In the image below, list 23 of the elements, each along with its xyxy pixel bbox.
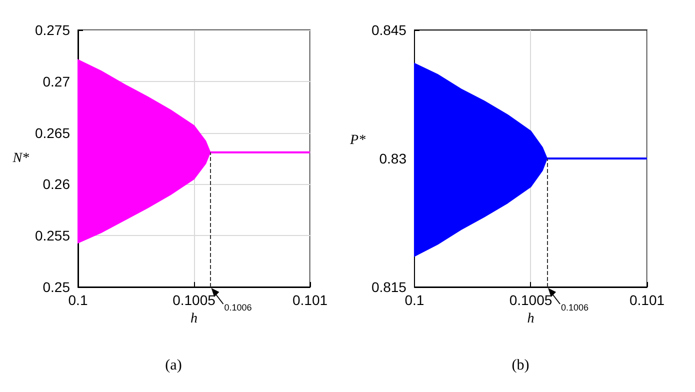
y-tick-label: 0.26 (42, 176, 70, 192)
x-tick-label: 0.1 (68, 292, 88, 308)
y-tick-label: 0.27 (42, 73, 70, 90)
y-tick-label: 0.845 (371, 22, 407, 38)
y-tick-label: 0.275 (34, 22, 70, 38)
y-axis-title: N* (12, 151, 30, 166)
x-tick-label: 0.1005 (172, 292, 216, 308)
x-tick-label: 0.101 (292, 292, 328, 308)
x-tick-label: 0.1005 (509, 292, 552, 308)
x-tick-label: 0.1 (404, 292, 424, 308)
x-tick-label: 0.101 (629, 292, 665, 308)
y-axis-title: P* (348, 133, 366, 148)
text: (b) (512, 358, 530, 374)
y-tick-label: 0.255 (34, 228, 70, 244)
ref-line-label: 0.1006 (561, 302, 589, 312)
y-tick-label: 0.25 (42, 279, 70, 295)
text: (a) (165, 358, 182, 374)
x-axis-title: h (190, 311, 198, 326)
y-tick-label: 0.265 (34, 124, 70, 141)
ref-line-label: 0.1006 (224, 302, 252, 312)
y-tick-label: 0.815 (371, 279, 407, 295)
y-tick-label: 0.83 (379, 150, 407, 166)
x-axis-title: h (527, 311, 534, 326)
